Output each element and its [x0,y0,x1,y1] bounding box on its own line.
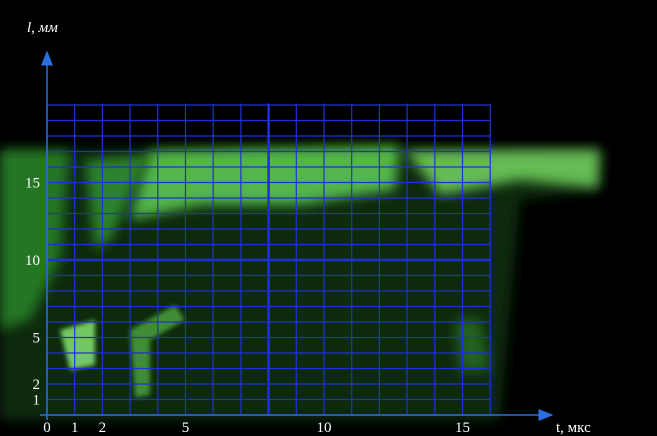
y-tick-label: 15 [25,176,40,192]
x-tick-label: 2 [99,420,107,436]
y-tick-label: 2 [33,377,41,393]
x-tick-label: 5 [182,420,190,436]
x-tick-label: 15 [455,420,470,436]
y-tick-label: 5 [33,331,41,347]
x-axis-label: t, мкс [556,420,591,436]
x-tick-label: 10 [317,420,332,436]
y-axis-label: l, мм [27,20,58,36]
x-tick-label: 1 [71,420,79,436]
y-tick-label: 1 [33,393,41,409]
streak-photo: l, мм t, мкс 012510151251015 [0,0,657,436]
x-tick-label: 0 [43,420,51,436]
y-tick-label: 10 [25,253,40,269]
